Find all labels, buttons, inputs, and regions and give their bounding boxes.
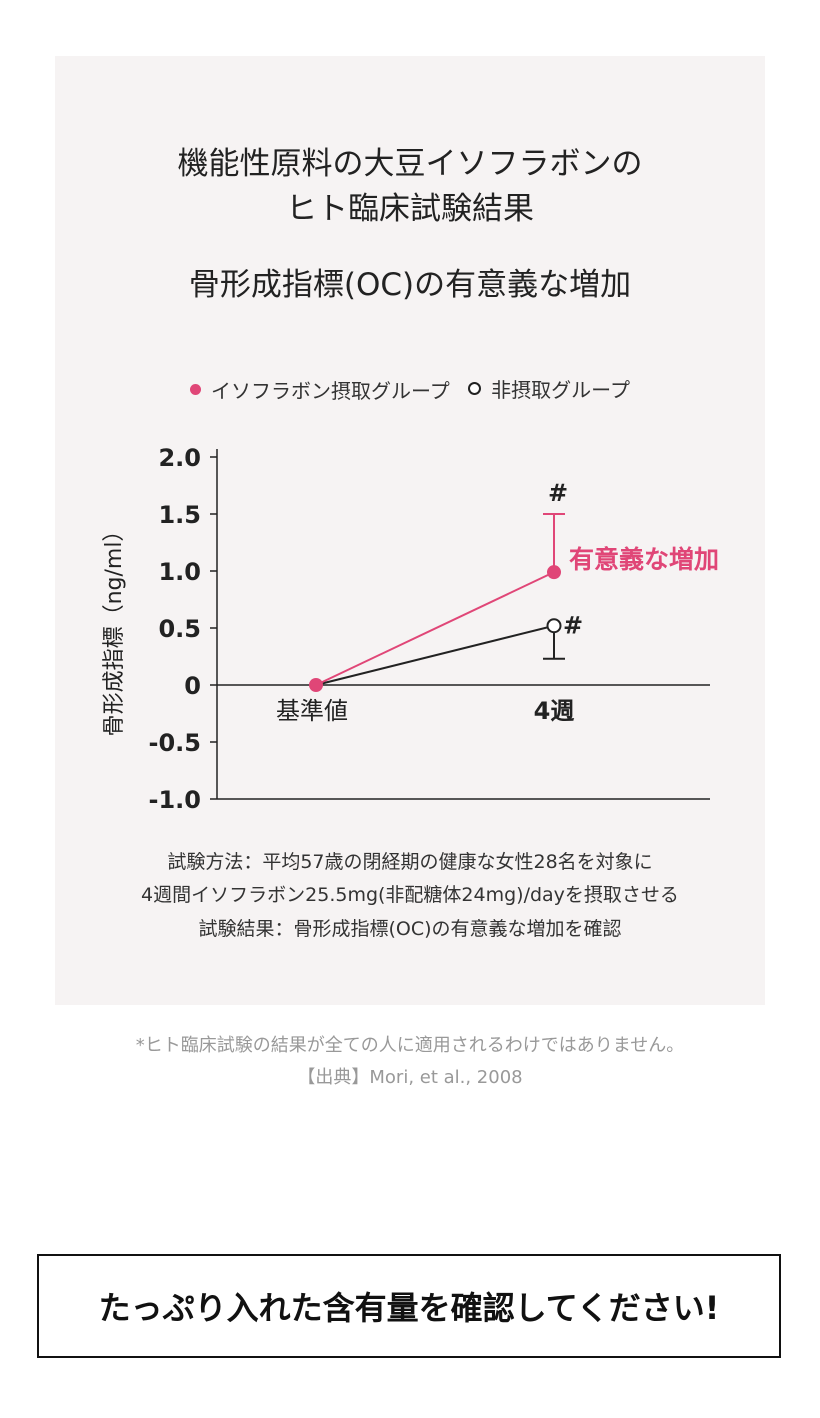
- test-method: 試験方法：平均57歳の閉経期の健康な女性28名を対象に 4週間イソフラボン25.…: [0, 846, 820, 946]
- legend-item-control: 非摂取グループ: [468, 374, 630, 403]
- series-line-control: [315, 624, 555, 686]
- footnote: *ヒト臨床試験の結果が全ての人に適用されるわけではありません。 【出典】Mori…: [0, 1030, 820, 1095]
- cta-button[interactable]: たっぷり入れた含有量を確認してください!: [37, 1254, 781, 1358]
- hollow-circle-icon: [468, 382, 482, 395]
- y-tick-label: -0.5: [149, 729, 201, 757]
- data-point-control: [546, 618, 562, 634]
- chart-panel: [55, 56, 765, 1005]
- line-chart: 2.0 1.5 1.0 0.5 0 -0.5 -1.0 骨形成指標（ng/ml） 基準値 4週 # #…: [102, 444, 719, 814]
- y-tick-label: 0.5: [158, 615, 201, 643]
- x-category-label: 4週: [534, 697, 575, 725]
- legend-item-isoflavone: イソフラボン摂取グループ: [190, 375, 450, 404]
- x-category-label: 基準値: [276, 697, 348, 725]
- page-title-line1: 機能性原料の大豆イソフラボンの: [177, 146, 643, 182]
- source-citation: 【出典】Mori, et al., 2008: [297, 1067, 523, 1089]
- legend-label-control: 非摂取グループ: [491, 378, 630, 402]
- method-line1: 試験方法：平均57歳の閉経期の健康な女性28名を対象に: [167, 851, 653, 873]
- disclaimer-text: *ヒト臨床試験の結果が全ての人に適用されるわけではありません。: [135, 1035, 685, 1056]
- significance-mark-control: #: [563, 612, 583, 640]
- filled-circle-icon: [190, 384, 201, 395]
- y-tick-label: 1.0: [158, 558, 201, 586]
- data-point-baseline: [309, 678, 323, 692]
- chart-legend: イソフラボン摂取グループ 非摂取グループ: [0, 374, 820, 404]
- data-point-isoflavone: [547, 565, 561, 580]
- y-axis-title: 骨形成指標（ng/ml）: [102, 520, 127, 737]
- page-title-line2: ヒト臨床試験結果: [286, 191, 534, 227]
- annotation-significant-increase: 有意義な増加: [569, 545, 719, 574]
- y-tick-label: 2.0: [158, 444, 201, 472]
- series-line-isoflavone: [315, 571, 555, 686]
- significance-mark-isoflavone: #: [548, 479, 568, 507]
- y-tick-label: 1.5: [158, 501, 201, 529]
- y-tick-label: -1.0: [149, 786, 201, 814]
- method-line3: 試験結果：骨形成指標(OC)の有意義な増加を確認: [198, 917, 622, 940]
- y-tick-label: 0: [184, 672, 201, 700]
- chart-subtitle: 骨形成指標(OC)の有意義な増加: [188, 267, 632, 303]
- method-line2: 4週間イソフラボン25.5mg(非配糖体24mg)/dayを摂取させる: [141, 884, 679, 907]
- legend-label-isoflavone: イソフラボン摂取グループ: [211, 379, 450, 403]
